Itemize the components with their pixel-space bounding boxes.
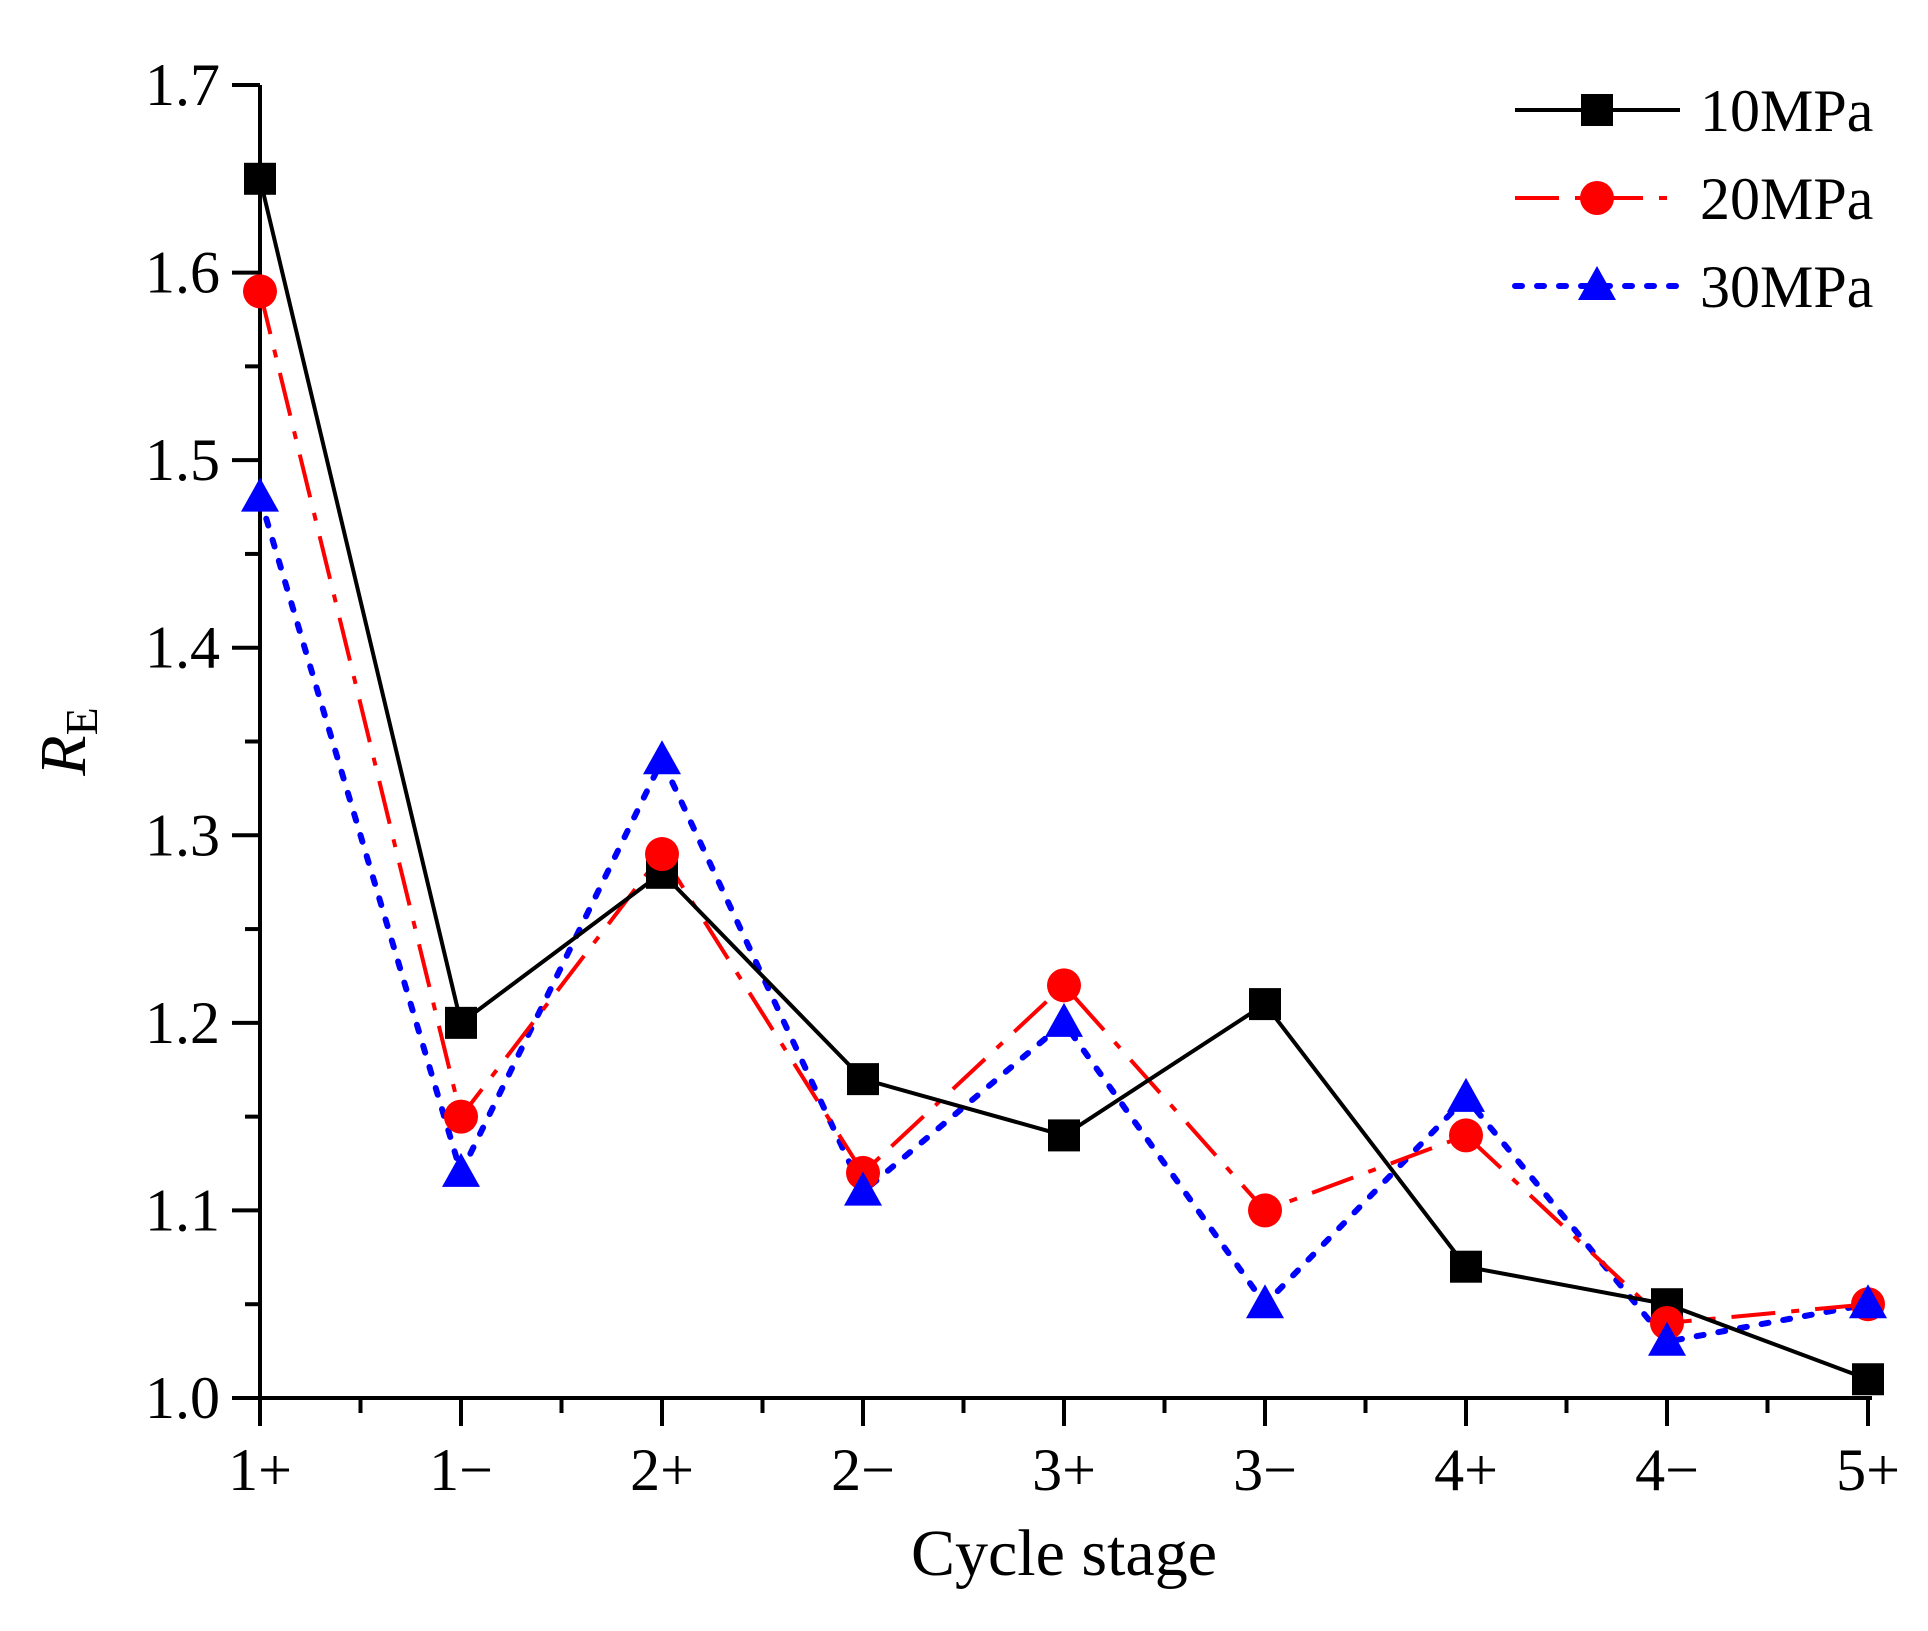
- y-tick-label: 1.6: [145, 240, 220, 306]
- legend-marker-30MPa: [1578, 266, 1616, 300]
- data-point-10MPa: [1048, 1119, 1080, 1152]
- y-axis-title-sub: E: [56, 707, 107, 735]
- legend-label-30MPa: 30MPa: [1700, 254, 1873, 320]
- y-axis-title: RE: [27, 707, 107, 776]
- x-tick-label: 1+: [228, 1437, 292, 1503]
- data-point-30MPa: [442, 1152, 480, 1187]
- data-point-30MPa: [643, 740, 681, 775]
- data-point-20MPa: [1248, 1193, 1282, 1228]
- x-axis-title: Cycle stage: [911, 1517, 1217, 1590]
- data-point-30MPa: [241, 477, 279, 512]
- y-tick-label: 1.5: [145, 427, 220, 493]
- legend: 10MPa 20MPa 30MPa: [1512, 78, 1873, 320]
- series-line-30MPa: [257, 494, 1871, 1346]
- data-point-30MPa: [1246, 1284, 1284, 1319]
- legend-marker-20MPa: [1580, 181, 1614, 215]
- data-point-10MPa: [244, 162, 276, 195]
- data-point-20MPa: [1449, 1118, 1483, 1153]
- x-tick-label: 3−: [1233, 1437, 1297, 1503]
- data-point-20MPa: [1047, 968, 1081, 1003]
- x-tick-label: 5+: [1836, 1437, 1900, 1503]
- data-point-30MPa: [1045, 1002, 1083, 1037]
- x-tick-label: 2+: [630, 1437, 694, 1503]
- data-point-10MPa: [847, 1063, 879, 1096]
- y-tick-label: 1.4: [145, 615, 220, 681]
- x-tick-label: 1−: [429, 1437, 493, 1503]
- series-line-20MPa: [258, 290, 1869, 1326]
- data-point-10MPa: [1852, 1363, 1884, 1396]
- y-tick-label: 1.1: [145, 1177, 220, 1243]
- legend-label-10MPa: 10MPa: [1700, 78, 1873, 144]
- data-point-10MPa: [445, 1006, 477, 1039]
- legend-label-20MPa: 20MPa: [1700, 166, 1873, 232]
- data-point-30MPa: [1648, 1321, 1686, 1356]
- legend-marker-10MPa: [1581, 94, 1613, 126]
- x-tick-label: 2−: [831, 1437, 895, 1503]
- data-point-20MPa: [243, 274, 277, 309]
- x-tick-label: 4+: [1434, 1437, 1498, 1503]
- data-point-20MPa: [444, 1099, 478, 1134]
- y-tick-label: 1.0: [145, 1365, 220, 1431]
- axes: 1.0 1.1 1.2 1.3 1.4 1.5 1.6 1.7 1+ 1− 2+ 2− 3+ 3− 4+ 4−…: [145, 52, 1900, 1503]
- data-point-20MPa: [645, 837, 679, 872]
- data-point-10MPa: [1450, 1250, 1482, 1283]
- series-lines: [257, 178, 1871, 1382]
- y-axis-title-main: R: [27, 735, 100, 776]
- data-point-10MPa: [1249, 988, 1281, 1021]
- y-tick-label: 1.7: [145, 52, 220, 118]
- data-point-30MPa: [1447, 1077, 1485, 1112]
- y-tick-label: 1.2: [145, 990, 220, 1056]
- y-tick-label: 1.3: [145, 802, 220, 868]
- x-tick-label: 3+: [1032, 1437, 1096, 1503]
- data-point-30MPa: [844, 1171, 882, 1206]
- series-markers: [241, 162, 1887, 1396]
- x-tick-label: 4−: [1635, 1437, 1699, 1503]
- data-point-30MPa: [1849, 1284, 1887, 1319]
- series-line-10MPa: [258, 178, 1869, 1382]
